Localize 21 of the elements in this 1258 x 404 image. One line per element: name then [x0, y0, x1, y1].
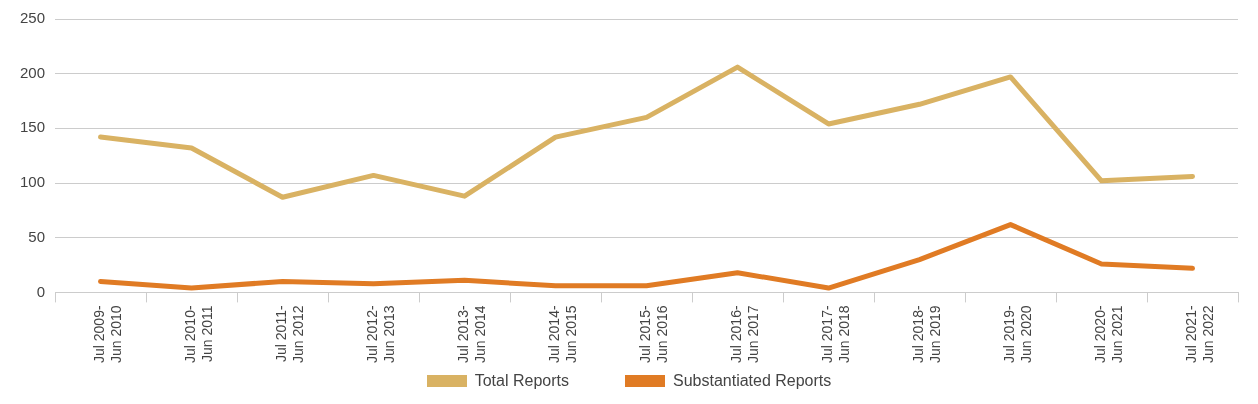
x-tick-label: Jul 2021- Jun 2022	[1183, 305, 1217, 363]
x-tick-label: Jul 2016- Jun 2017	[728, 305, 762, 363]
x-tick-label: Jul 2010- Jun 2011	[182, 305, 216, 363]
x-tick-label: Jul 2018- Jun 2019	[910, 305, 944, 363]
y-tick-label: 250	[20, 9, 46, 27]
legend-label: Total Reports	[474, 372, 569, 390]
y-tick-label: 50	[28, 227, 46, 245]
x-tick-label: Jul 2013- Jun 2014	[455, 305, 489, 363]
x-tick-label: Jul 2011- Jun 2012	[273, 305, 307, 363]
x-tick-label: Jul 2012- Jun 2013	[364, 305, 398, 363]
x-tick-label: Jul 2009- Jun 2010	[91, 305, 125, 363]
x-tick-label: Jul 2014- Jun 2015	[546, 305, 580, 363]
y-tick-label: 150	[20, 118, 46, 136]
x-tick-label: Jul 2017- Jun 2018	[819, 305, 853, 363]
y-tick-label: 100	[20, 173, 46, 191]
legend-label: Substantiated Reports	[672, 372, 832, 390]
x-tick-label: Jul 2015- Jun 2016	[637, 305, 671, 363]
x-tick-label: Jul 2019- Jun 2020	[1001, 305, 1035, 363]
x-tick-label: Jul 2020- Jun 2021	[1092, 305, 1126, 363]
y-tick-label: 0	[36, 282, 46, 300]
y-tick-label: 200	[20, 63, 46, 81]
